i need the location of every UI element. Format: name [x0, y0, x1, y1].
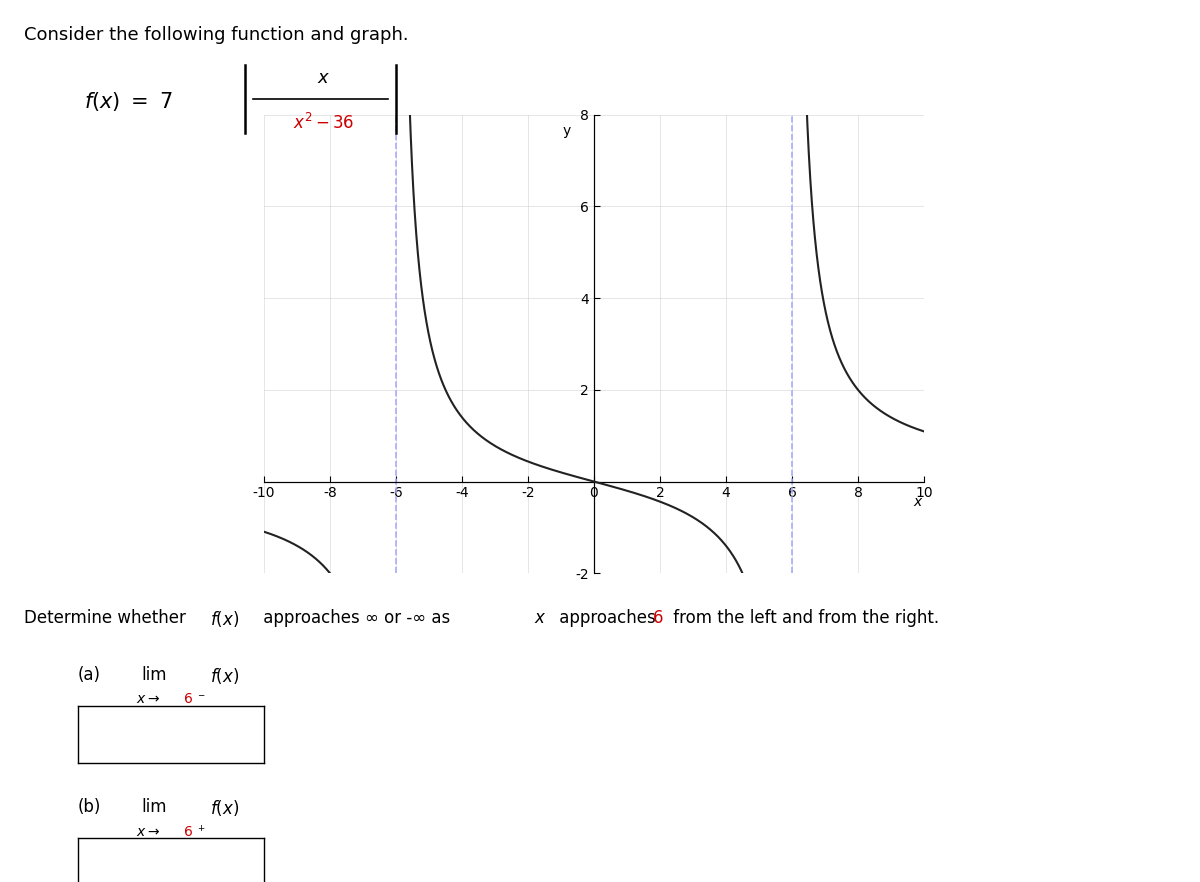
- Text: 6: 6: [184, 692, 192, 706]
- Text: $^+$: $^+$: [196, 825, 206, 838]
- Text: lim: lim: [142, 666, 167, 684]
- Text: $\mathit{f(x)}\ =\ 7$: $\mathit{f(x)}\ =\ 7$: [84, 90, 173, 113]
- Text: (a): (a): [78, 666, 101, 684]
- Text: (b): (b): [78, 798, 101, 816]
- Text: y: y: [563, 123, 571, 138]
- Text: from the left and from the right.: from the left and from the right.: [668, 609, 940, 626]
- Text: $\mathit{f(x)}$: $\mathit{f(x)}$: [210, 798, 239, 818]
- Text: $x$: $x$: [317, 69, 331, 87]
- Text: 6: 6: [653, 609, 664, 626]
- Text: $^-$: $^-$: [196, 692, 206, 706]
- Text: approaches ∞ or -∞ as: approaches ∞ or -∞ as: [258, 609, 456, 626]
- Text: $x \rightarrow$: $x \rightarrow$: [136, 825, 160, 839]
- Text: $\mathit{f(x)}$: $\mathit{f(x)}$: [210, 666, 239, 686]
- Text: approaches: approaches: [554, 609, 661, 626]
- Text: 6: 6: [184, 825, 192, 839]
- Text: $\mathit{f(x)}$: $\mathit{f(x)}$: [210, 609, 239, 629]
- Text: $x \rightarrow$: $x \rightarrow$: [136, 692, 160, 706]
- Text: $\mathit{x}$: $\mathit{x}$: [534, 609, 546, 626]
- Text: x: x: [913, 496, 922, 509]
- Text: Consider the following function and graph.: Consider the following function and grap…: [24, 26, 409, 44]
- Text: Determine whether: Determine whether: [24, 609, 191, 626]
- Text: $x^2 - 36$: $x^2 - 36$: [293, 113, 355, 133]
- Text: lim: lim: [142, 798, 167, 816]
